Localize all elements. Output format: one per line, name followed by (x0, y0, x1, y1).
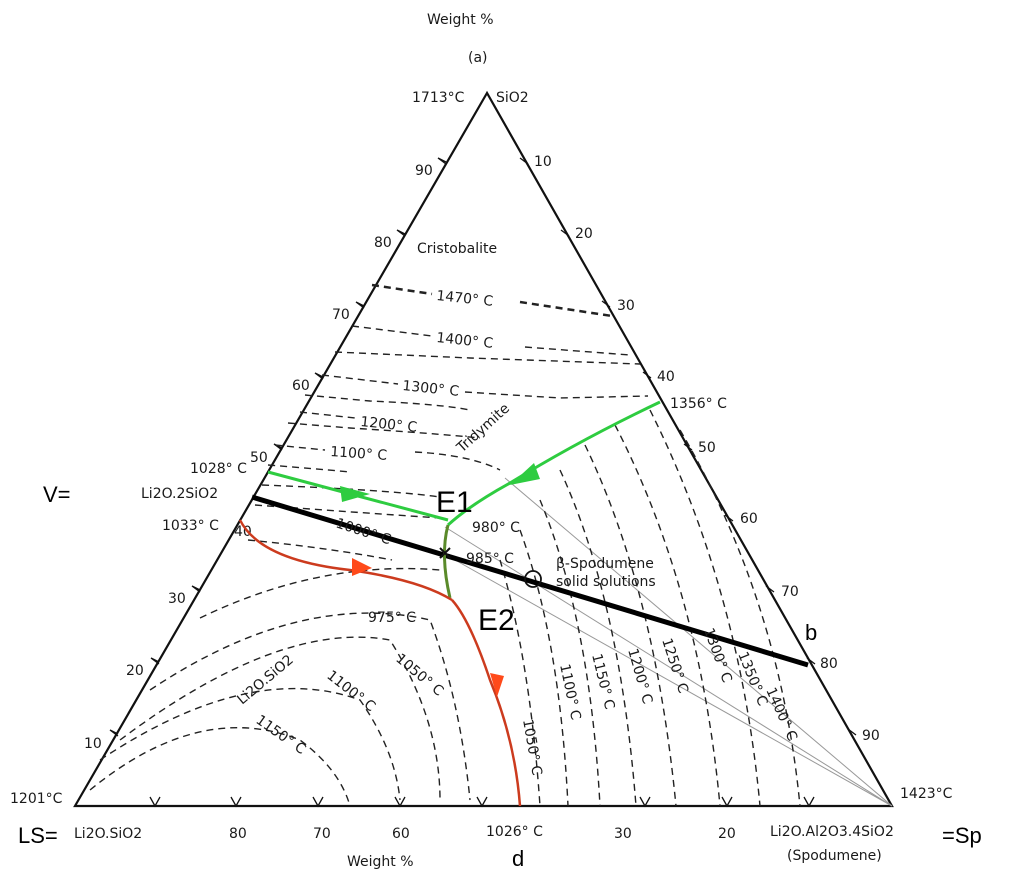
right-tick-label: 70 (781, 584, 799, 600)
left-tick-label: 30 (168, 591, 186, 607)
left-tick-label: 40 (234, 524, 252, 540)
isotherm-label: 1300° C (700, 626, 735, 685)
subfigure-label: (a) (468, 50, 488, 66)
field-spodumene-2: solid solutions (556, 574, 656, 590)
right-tick-label: 50 (698, 440, 716, 456)
isotherm-label: 1300° C (402, 378, 460, 400)
label-980: 980° C (472, 520, 520, 536)
apex-left-temp: 1201°C (10, 791, 63, 807)
eutectic-cross (439, 547, 451, 559)
label-b: b (805, 620, 817, 645)
left-tick-label: 50 (250, 450, 268, 466)
field-cristobalite: Cristobalite (417, 241, 497, 257)
red-arrow (352, 558, 372, 576)
isotherms-upper (254, 283, 649, 519)
isotherm-label: 1100° C (330, 444, 388, 464)
isotherms-right (499, 409, 801, 807)
right-tick-label: 60 (740, 511, 758, 527)
left-tick-label: 80 (374, 235, 392, 251)
isotherm-label: 1350° C (734, 650, 770, 709)
right-axis-ticks: 10 20 30 40 50 60 70 80 90 (519, 154, 880, 744)
isotherm-label: 1100° C (324, 668, 379, 716)
red-boundary (238, 519, 522, 807)
bottom-axis-title: Weight % (347, 854, 414, 870)
left-tick-label: 70 (332, 307, 350, 323)
green-arrow (340, 486, 370, 502)
right-tick-label: 80 (820, 656, 838, 672)
label-985: 985° C (466, 551, 514, 567)
label-v: V= (43, 482, 71, 507)
isotherm-label: 1400° C (436, 330, 494, 352)
bottom-tick-label: 80 (229, 826, 247, 842)
field-li2o-sio2: Li2O.SiO2 (234, 652, 297, 708)
tie-lines (444, 477, 893, 807)
right-tick-label: 10 (534, 154, 552, 170)
apex-top-name: SiO2 (496, 90, 529, 106)
apex-right-temp: 1423°C (900, 786, 953, 802)
isotherm-label: 1150° C (253, 712, 309, 758)
label-1026: 1026° C (486, 824, 543, 840)
label-e2: E2 (478, 604, 515, 637)
bottom-tick-label: 30 (614, 826, 632, 842)
left-tick-label: 90 (415, 163, 433, 179)
isotherm-label: 1400° C (762, 685, 800, 744)
isotherm-label: 975° C (368, 610, 416, 626)
isotherm-label: 1050° C (392, 651, 446, 700)
label-li2o-2sio2: Li2O.2SiO2 (141, 486, 218, 502)
left-tick-label: 60 (292, 378, 310, 394)
isotherm-label: 1050° C (519, 718, 545, 777)
top-axis-title: Weight % (427, 12, 494, 28)
label-1356: 1356° C (670, 396, 727, 412)
isotherm-label: 1250° C (658, 636, 691, 695)
composition-marker (524, 570, 542, 588)
isotherm-label: 1470° C (436, 288, 494, 310)
label-1033: 1033° C (162, 518, 219, 534)
right-tick-label: 40 (657, 369, 675, 385)
left-tick-label: 20 (126, 663, 144, 679)
isotherm-label: 1150° C (588, 652, 617, 711)
bottom-tick-label: 60 (392, 826, 410, 842)
bottom-tick-label: 20 (718, 826, 736, 842)
left-tick-label: 10 (84, 736, 102, 752)
right-tick-label: 20 (575, 226, 593, 242)
green-arrow (510, 463, 540, 485)
right-tick-label: 90 (862, 728, 880, 744)
isotherm-label: 1100° C (556, 663, 584, 722)
label-d: d (512, 846, 524, 871)
apex-left-prefix: LS= (18, 823, 58, 848)
isotherm-label: 1200° C (360, 414, 418, 436)
apex-right-suffix: =Sp (942, 823, 982, 848)
label-1028: 1028° C (190, 461, 247, 477)
right-tick-label: 30 (617, 298, 635, 314)
isotherm-label: 1000° C (334, 516, 393, 549)
bottom-tick-label: 70 (313, 826, 331, 842)
field-spodumene: β-Spodumene (556, 556, 654, 572)
bottom-axis-ticks: 80 70 60 30 20 (149, 796, 815, 842)
apex-right-name: Li2O.Al2O3.4SiO2 (770, 824, 894, 840)
join-line (251, 494, 809, 668)
isotherms-lower (89, 539, 471, 807)
apex-top-temp: 1713°C (412, 90, 465, 106)
apex-left-name: Li2O.SiO2 (74, 826, 142, 842)
red-arrow (490, 673, 504, 697)
left-axis-ticks: 10 20 30 40 50 60 70 80 90 (84, 157, 447, 752)
apex-right-sub: (Spodumene) (787, 848, 882, 864)
label-e1: E1 (436, 486, 473, 519)
